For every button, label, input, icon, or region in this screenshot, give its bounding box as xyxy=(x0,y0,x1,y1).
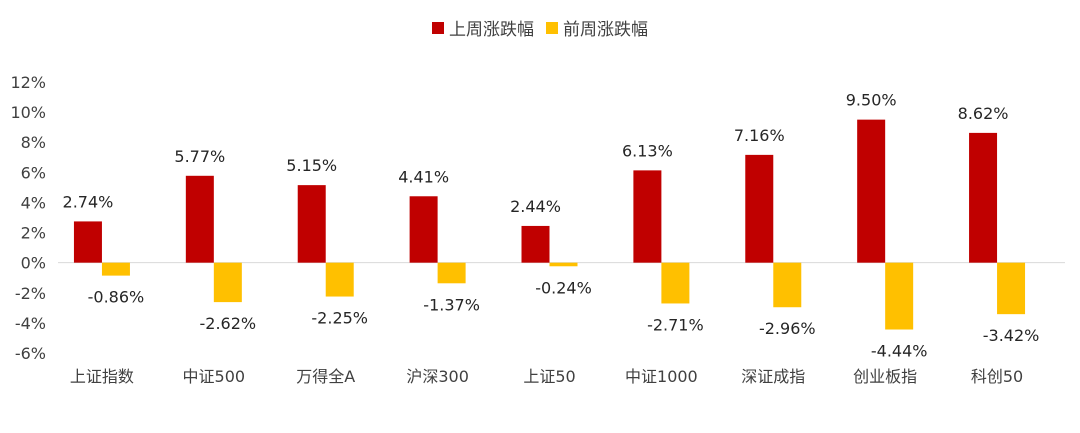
x-category-label: 中证500 xyxy=(183,367,246,386)
bar-last-week xyxy=(969,132,998,263)
x-category-label: 科创50 xyxy=(971,367,1023,386)
bar-prev-week xyxy=(101,262,130,276)
bar-last-week xyxy=(745,154,774,263)
bar-prev-week xyxy=(437,262,466,284)
data-label-prev-week: -2.71% xyxy=(647,315,704,334)
data-label-prev-week: -1.37% xyxy=(423,295,480,314)
y-tick-label: -6% xyxy=(15,344,46,363)
bar-prev-week xyxy=(213,262,242,303)
y-tick-label: 12% xyxy=(10,73,46,92)
chart-legend: 上周涨跌幅 前周涨跌幅 xyxy=(0,15,1080,40)
data-label-last-week: 2.74% xyxy=(63,192,114,211)
legend-swatch-prev-week xyxy=(546,21,558,34)
bar-prev-week xyxy=(325,262,354,297)
legend-swatch-last-week xyxy=(432,21,444,34)
x-category-label: 沪深300 xyxy=(406,367,469,386)
data-label-prev-week: -2.62% xyxy=(200,314,257,333)
bar-last-week xyxy=(857,119,886,263)
x-category-label: 上证50 xyxy=(523,367,575,386)
bar-prev-week xyxy=(549,262,578,267)
data-label-last-week: 5.77% xyxy=(174,147,225,166)
data-label-last-week: 7.16% xyxy=(734,126,785,145)
data-label-prev-week: -2.25% xyxy=(311,309,368,328)
data-label-last-week: 9.50% xyxy=(846,91,897,110)
x-category-label: 中证1000 xyxy=(625,367,698,386)
x-category-label: 万得全A xyxy=(296,367,355,386)
bar-last-week xyxy=(73,221,102,263)
legend-label-prev-week: 前周涨跌幅 xyxy=(563,20,648,40)
data-label-prev-week: -0.24% xyxy=(535,278,592,297)
y-tick-label: -2% xyxy=(15,284,46,303)
y-tick-label: 10% xyxy=(10,103,46,122)
y-tick-label: 0% xyxy=(21,254,46,273)
bar-last-week xyxy=(521,225,550,263)
bar-last-week xyxy=(633,170,662,263)
x-category-label: 深证成指 xyxy=(741,367,805,386)
bar-prev-week xyxy=(661,262,690,304)
data-label-last-week: 6.13% xyxy=(622,141,673,160)
data-label-prev-week: -3.42% xyxy=(983,326,1040,345)
data-label-last-week: 8.62% xyxy=(958,104,1009,123)
data-label-prev-week: -4.44% xyxy=(871,342,928,361)
data-label-last-week: 4.41% xyxy=(398,167,449,186)
data-label-last-week: 5.15% xyxy=(286,156,337,175)
data-label-prev-week: -0.86% xyxy=(88,288,145,307)
bar-prev-week xyxy=(773,262,802,308)
bar-prev-week xyxy=(997,262,1026,315)
y-tick-label: 4% xyxy=(21,193,46,212)
data-label-last-week: 2.44% xyxy=(510,197,561,216)
data-label-prev-week: -2.96% xyxy=(759,319,816,338)
legend-item-prev-week: 前周涨跌幅 xyxy=(546,15,648,40)
x-category-label: 上证指数 xyxy=(70,367,134,386)
bar-last-week xyxy=(409,196,438,263)
legend-item-last-week: 上周涨跌幅 xyxy=(432,15,534,40)
legend-label-last-week: 上周涨跌幅 xyxy=(449,20,534,40)
y-tick-label: 2% xyxy=(21,224,46,243)
bar-last-week xyxy=(297,185,326,263)
bar-prev-week xyxy=(885,262,914,330)
bar-last-week xyxy=(185,175,214,263)
x-category-label: 创业板指 xyxy=(853,367,917,386)
y-tick-label: 8% xyxy=(21,133,46,152)
y-tick-label: 6% xyxy=(21,163,46,182)
y-tick-label: -4% xyxy=(15,314,46,333)
